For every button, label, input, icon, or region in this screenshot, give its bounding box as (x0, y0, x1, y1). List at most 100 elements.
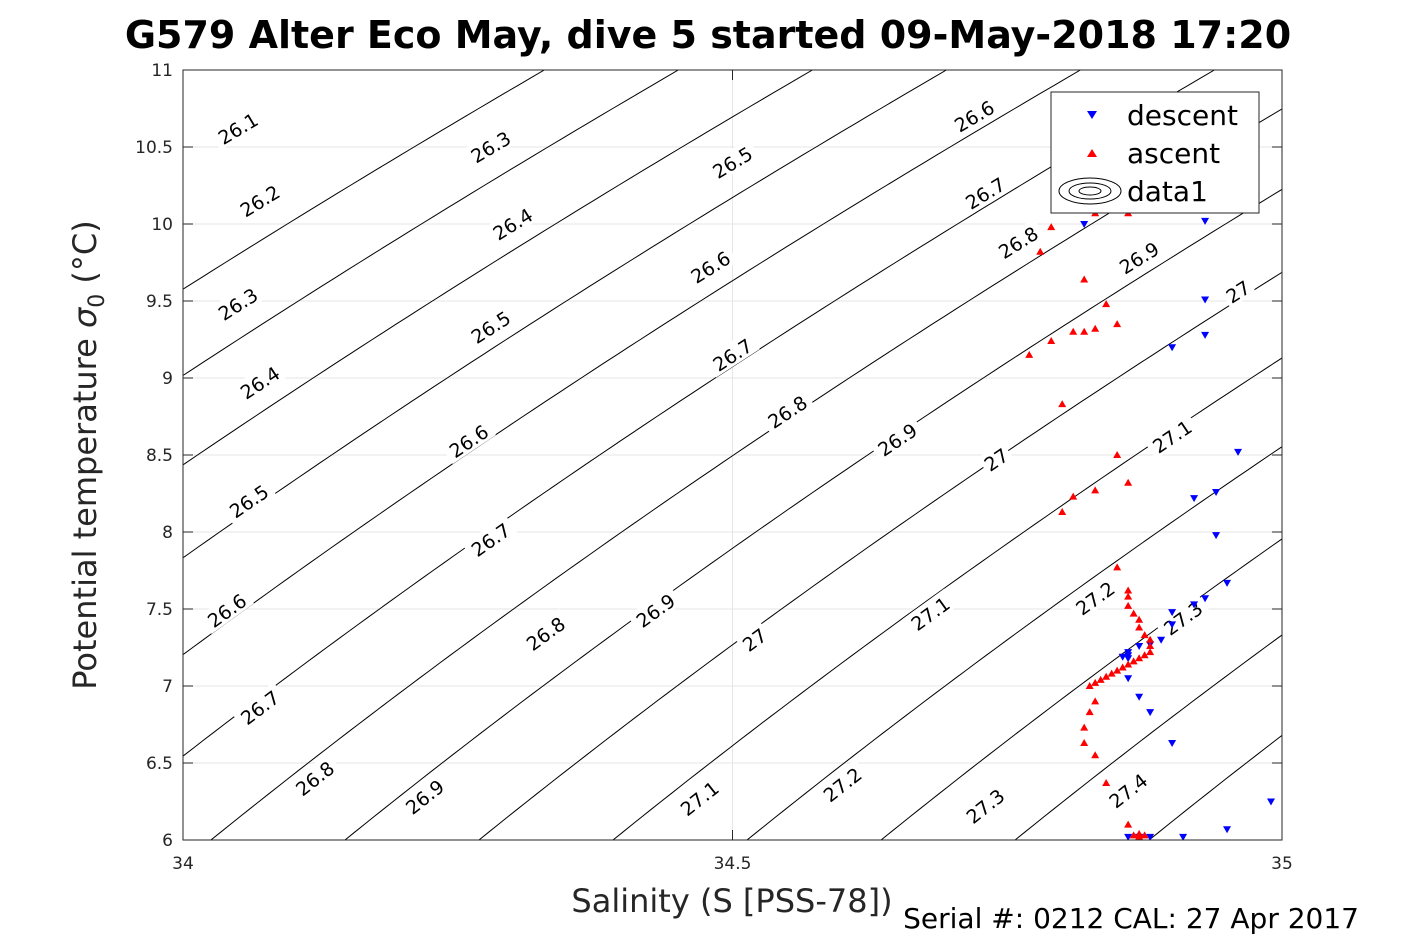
ascent-point (1080, 275, 1089, 283)
descent-point (1212, 488, 1221, 496)
x-tick-label: 35 (1271, 854, 1293, 874)
descent-point (1135, 693, 1144, 701)
descent-point (1234, 448, 1243, 456)
ascent-point (1058, 400, 1067, 408)
ascent-point (1129, 831, 1138, 839)
x-tick-label: 34.5 (714, 854, 752, 874)
contour-label-bg (220, 476, 277, 525)
descent-point (1157, 636, 1166, 644)
isopycnal-line (183, 70, 546, 290)
y-tick-label: 9.5 (146, 292, 173, 312)
x-tick-label: 34 (172, 854, 194, 874)
descent-point (1223, 579, 1232, 587)
ascent-point (1047, 337, 1056, 345)
ascent-point (1069, 492, 1078, 500)
ascent-point (1096, 675, 1105, 683)
chart-title: G579 Alter Eco May, dive 5 started 09-Ma… (125, 13, 1291, 57)
isopycnal-line (344, 188, 1282, 840)
ascent-point (1129, 609, 1138, 617)
ascent-point (1146, 648, 1155, 656)
ascent-point (1102, 300, 1111, 308)
isopycnal-line (183, 70, 1216, 757)
descent-point (1267, 798, 1276, 806)
x-axis-label: Salinity (S [PSS-78]) (571, 882, 892, 920)
ascent-point (1124, 601, 1133, 609)
ascent-point (1146, 635, 1155, 643)
contour-label-bg (287, 752, 342, 803)
ascent-point (1124, 592, 1133, 600)
ascent-point (1085, 708, 1094, 716)
ascent-point (1025, 350, 1034, 358)
contour-label-bg (1110, 233, 1167, 281)
descent-point (1080, 221, 1089, 228)
descent-point (1135, 642, 1144, 650)
legend-descent-label: descent (1127, 99, 1238, 132)
contour-label-bg (198, 585, 254, 634)
y-axis-label: Potential temperature σ0 (°C) (66, 220, 110, 689)
data-points (1025, 205, 1276, 840)
isopycnal-line (612, 357, 1282, 840)
ascent-point (1124, 660, 1133, 668)
descent-point (1146, 709, 1155, 717)
contour-label-bg (462, 514, 518, 563)
y-tick-label: 6 (162, 831, 173, 851)
ascent-point (1091, 486, 1100, 494)
ascent-point (1135, 615, 1144, 623)
axis-ticks: 34 34.5 35 6 6.5 7 7.5 8 8.5 9 9.5 10 10.5 11 (135, 61, 1293, 874)
y-tick-label: 10.5 (135, 138, 173, 158)
contour-label-bg (231, 682, 287, 732)
contour-label-bg (484, 200, 541, 247)
contour-label-bg (462, 123, 519, 169)
descent-point (1212, 532, 1221, 540)
ascent-point (1146, 641, 1155, 649)
y-tick-label: 8.5 (146, 446, 173, 466)
y-tick-label: 6.5 (146, 754, 173, 774)
ascent-point (1113, 666, 1122, 674)
ascent-point (1124, 586, 1133, 594)
contour-label-bg (1067, 573, 1123, 622)
ascent-point (1080, 723, 1089, 731)
contour-label-bg (462, 303, 519, 350)
ascent-point (1091, 678, 1100, 686)
descent-point (1179, 833, 1188, 840)
y-tick-label: 9 (162, 369, 173, 389)
descent-point (1201, 217, 1210, 225)
contour-label-bg (945, 92, 1002, 139)
ascent-point (1140, 631, 1149, 639)
contour-label-bg (1155, 593, 1211, 642)
ascent-point (1058, 507, 1067, 515)
contour-label-bg (759, 387, 815, 435)
descent-point (1190, 495, 1199, 503)
ascent-point (1102, 779, 1111, 787)
legend-contour-icon (1058, 177, 1122, 205)
serial-cal-footer: Serial #: 0212 CAL: 27 Apr 2017 (903, 902, 1359, 935)
contour-label-bg (704, 138, 760, 185)
ascent-point (1080, 327, 1089, 335)
descent-point (1168, 739, 1177, 747)
ascent-point (1085, 682, 1094, 689)
contour-label-bg (671, 772, 727, 823)
descent-point (1201, 331, 1210, 339)
isopycnal-line (183, 70, 948, 559)
descent-point (1190, 601, 1199, 609)
contour-label-bg (396, 771, 452, 821)
ascent-point (1118, 663, 1127, 671)
isopycnal-line (880, 538, 1282, 840)
ascent-point (1036, 247, 1045, 255)
legend-box (1050, 91, 1260, 214)
ascent-point (1113, 320, 1122, 328)
contour-label-bg (231, 358, 288, 406)
contour-label-bg (627, 585, 683, 634)
contour-label-bg (1143, 412, 1200, 460)
y-tick-label: 7.5 (146, 600, 173, 620)
contour-label-bg (682, 243, 738, 290)
isopycnal-line (1148, 734, 1282, 840)
ascent-point (1140, 831, 1149, 839)
descent-point (1146, 833, 1155, 840)
contour-label-bg (902, 588, 958, 637)
y-tick-label: 7 (162, 677, 173, 697)
isopycnal-line (183, 70, 680, 377)
ascent-point (1113, 563, 1122, 571)
legend-descent-marker (1087, 111, 1097, 119)
